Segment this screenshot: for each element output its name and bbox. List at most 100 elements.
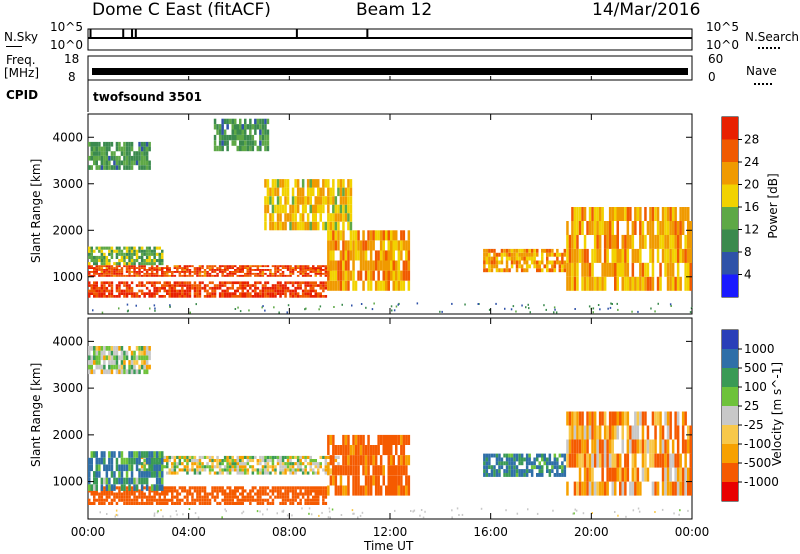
echo-cell bbox=[153, 498, 156, 502]
echo-cell bbox=[400, 270, 403, 281]
echo-cell bbox=[379, 230, 383, 241]
echo-cell bbox=[327, 204, 330, 214]
echo-cell bbox=[614, 262, 617, 277]
echo-cell bbox=[88, 501, 91, 505]
echo-cell bbox=[218, 462, 222, 466]
echo-cell bbox=[239, 145, 242, 152]
echo-cell bbox=[163, 455, 166, 459]
echo-cell bbox=[201, 274, 204, 277]
echo-cell bbox=[641, 221, 645, 235]
echo-cell bbox=[261, 306, 263, 309]
echo-cell bbox=[115, 272, 119, 275]
echo-cell bbox=[289, 489, 292, 493]
echo-cell bbox=[264, 145, 267, 152]
echo-cell bbox=[319, 455, 322, 459]
echo-cell bbox=[294, 286, 297, 290]
echo-cell bbox=[168, 269, 171, 271]
echo-cell bbox=[244, 129, 247, 135]
echo-cell bbox=[246, 281, 250, 285]
echo-cell bbox=[309, 284, 312, 287]
echo-cell bbox=[254, 292, 257, 295]
echo-cell bbox=[118, 160, 121, 166]
echo-cell bbox=[244, 284, 247, 287]
echo-cell bbox=[211, 271, 214, 273]
echo-cell bbox=[661, 453, 665, 468]
echo-cell bbox=[611, 262, 614, 277]
echo-cell bbox=[301, 455, 305, 459]
echo-cell bbox=[166, 289, 169, 293]
echo-cell bbox=[234, 272, 237, 275]
echo-cell bbox=[105, 262, 109, 266]
echo-cell bbox=[339, 187, 343, 197]
echo-cell bbox=[115, 477, 119, 485]
echo-cell bbox=[674, 234, 677, 249]
echo-cell bbox=[563, 252, 567, 257]
x-tick-label: 00:00 bbox=[675, 525, 710, 539]
echo-cell bbox=[125, 281, 129, 285]
echo-cell bbox=[218, 134, 222, 141]
echo-cell bbox=[591, 512, 593, 514]
echo-cell bbox=[221, 129, 224, 135]
echo-cell bbox=[347, 179, 350, 188]
echo-cell bbox=[558, 473, 562, 477]
echo-cell bbox=[236, 267, 239, 269]
echo-cell bbox=[178, 272, 182, 275]
echo-cell bbox=[621, 411, 624, 426]
echo-cell bbox=[606, 467, 609, 482]
echo-cell bbox=[261, 271, 265, 273]
echo-cell bbox=[578, 248, 582, 263]
echo-cell bbox=[133, 271, 136, 273]
echo-cell bbox=[266, 486, 270, 490]
echo-cell bbox=[593, 411, 597, 426]
echo-cell bbox=[231, 124, 234, 130]
echo-cell bbox=[138, 501, 141, 505]
echo-cell bbox=[183, 468, 187, 472]
echo-cell bbox=[304, 269, 307, 271]
echo-cell bbox=[110, 457, 114, 465]
echo-cell bbox=[120, 457, 124, 465]
power-colorbar-tick: 16 bbox=[744, 200, 759, 214]
echo-cell bbox=[183, 292, 187, 295]
echo-cell bbox=[500, 248, 504, 253]
echo-cell bbox=[166, 471, 169, 475]
echo-cell bbox=[634, 276, 637, 291]
echo-cell bbox=[566, 276, 569, 291]
echo-cell bbox=[241, 501, 244, 505]
echo-cell bbox=[390, 240, 393, 251]
echo-cell bbox=[191, 492, 194, 496]
echo-cell bbox=[681, 248, 685, 263]
echo-cell bbox=[203, 489, 207, 493]
echo-cell bbox=[175, 510, 177, 512]
echo-cell bbox=[296, 221, 300, 231]
echo-cell bbox=[523, 469, 526, 473]
echo-cell bbox=[324, 196, 328, 205]
echo-cell bbox=[332, 455, 335, 466]
echo-cell bbox=[382, 434, 385, 445]
echo-cell bbox=[249, 498, 252, 502]
echo-cell bbox=[118, 274, 121, 277]
echo-cell bbox=[98, 286, 101, 290]
echo-cell bbox=[314, 462, 317, 466]
echo-cell bbox=[553, 260, 557, 265]
echo-cell bbox=[93, 274, 96, 277]
echo-cell bbox=[626, 248, 630, 263]
echo-cell bbox=[377, 445, 380, 456]
echo-cell bbox=[213, 471, 217, 475]
echo-cell bbox=[337, 462, 340, 466]
echo-cell bbox=[93, 350, 96, 356]
echo-cell bbox=[621, 439, 624, 454]
echo-cell bbox=[274, 289, 277, 293]
echo-cell bbox=[93, 262, 96, 266]
echo-cell bbox=[289, 265, 292, 268]
echo-cell bbox=[344, 187, 348, 197]
echo-cell bbox=[128, 160, 131, 166]
echo-cell bbox=[582, 512, 585, 515]
echo-cell bbox=[193, 468, 197, 472]
echo-cell bbox=[236, 465, 239, 469]
echo-cell bbox=[211, 274, 214, 277]
echo-cell bbox=[576, 221, 579, 235]
echo-cell bbox=[105, 471, 109, 478]
echo-cell bbox=[196, 284, 199, 287]
echo-cell bbox=[518, 473, 521, 477]
echo-cell bbox=[324, 465, 328, 469]
